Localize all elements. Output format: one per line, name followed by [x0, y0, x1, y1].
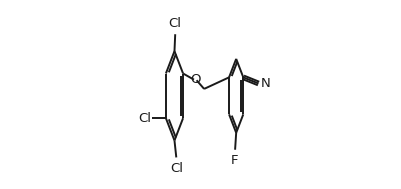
Text: N: N [261, 77, 270, 90]
Text: Cl: Cl [138, 112, 151, 125]
Text: F: F [231, 154, 238, 167]
Text: Cl: Cl [169, 17, 182, 30]
Text: O: O [190, 73, 201, 86]
Text: Cl: Cl [170, 162, 184, 175]
